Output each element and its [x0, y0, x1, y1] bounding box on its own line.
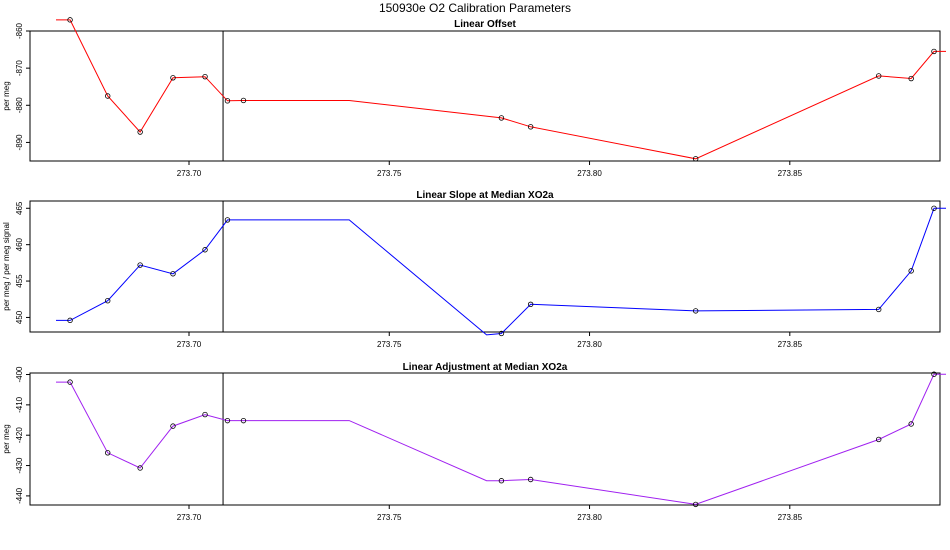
data-point [137, 262, 143, 268]
x-tick-label: 273.75 [377, 513, 402, 522]
data-point [105, 298, 111, 304]
data-point [908, 421, 914, 427]
panels-group: Linear Offset -860 -870 -880 -890 273.70 273.7… [2, 17, 946, 522]
x-tick-label: 273.75 [377, 340, 402, 349]
panel-offset: Linear Offset -860 -870 -880 -890 273.70 273.7… [2, 17, 946, 178]
data-point [931, 48, 937, 55]
x-tick-label: 273.80 [577, 169, 602, 178]
data-point [224, 217, 231, 223]
panel-adjustment: Linear Adjustment at Median XO2a -400 -410… [2, 362, 946, 522]
data-point [931, 205, 937, 211]
data-point [240, 417, 247, 424]
data-point [105, 450, 111, 456]
panel-slope: Linear Slope at Median XO2a 450 455 460 465 2… [2, 190, 946, 349]
data-point [498, 478, 505, 484]
data-point [876, 73, 882, 79]
data-point [137, 465, 143, 471]
data-point [67, 379, 73, 385]
x-tick-label: 273.85 [778, 513, 803, 522]
y-tick-label: -860 [15, 22, 24, 39]
panel-title: Linear Adjustment at Median XO2a [403, 362, 568, 373]
y-tick-label: -420 [15, 427, 24, 444]
y-tick-label: 465 [15, 201, 24, 215]
data-point [224, 417, 231, 424]
data-point [170, 271, 176, 277]
x-tick-label: 273.70 [177, 340, 202, 349]
data-point [170, 423, 176, 429]
plot-frame [29, 200, 941, 333]
y-tick-label: -410 [15, 396, 24, 413]
y-tick-label: 450 [15, 310, 24, 324]
series-line-slope [56, 207, 946, 336]
data-point [527, 124, 534, 130]
data-point [876, 436, 882, 443]
series-line-offset [56, 19, 946, 160]
plot-frame [29, 30, 941, 162]
data-point [240, 97, 247, 104]
x-tick-label: 273.85 [778, 340, 803, 349]
data-point [527, 476, 534, 483]
x-tick-label: 273.75 [377, 169, 402, 178]
panel-title: Linear Slope at Median XO2a [416, 190, 554, 201]
y-axis-label: per meg [2, 81, 11, 110]
data-point [876, 306, 882, 313]
series-line-adjustment [56, 373, 946, 505]
data-point [908, 268, 914, 274]
y-tick-label: -400 [15, 366, 24, 383]
data-point [931, 371, 937, 377]
y-axis-label: per meg [2, 424, 11, 453]
data-point [202, 247, 208, 253]
data-point [202, 73, 208, 80]
y-tick-label: 460 [15, 237, 24, 251]
y-tick-label: -430 [15, 457, 24, 474]
panel-title: Linear Offset [454, 19, 516, 30]
data-point [224, 98, 231, 104]
data-point [908, 75, 914, 82]
y-tick-label: 455 [15, 274, 24, 288]
y-axis-label: per meg / per meg signal [2, 222, 11, 311]
data-point [692, 156, 699, 162]
data-point [527, 301, 534, 308]
x-tick-label: 273.70 [177, 513, 202, 522]
plot-frame [29, 372, 941, 506]
data-point [692, 501, 699, 508]
x-tick-label: 273.85 [778, 169, 803, 178]
data-point [498, 330, 505, 337]
y-tick-label: -890 [15, 134, 24, 151]
y-tick-label: -870 [15, 60, 24, 77]
data-point [202, 411, 208, 418]
data-point [67, 17, 73, 23]
data-point [692, 308, 699, 314]
data-point [137, 129, 143, 135]
x-tick-label: 273.80 [577, 513, 602, 522]
x-tick-label: 273.70 [177, 169, 202, 178]
y-tick-label: -880 [15, 97, 24, 114]
data-point [67, 317, 73, 324]
data-point [498, 115, 505, 121]
data-point [105, 93, 111, 99]
data-point [170, 75, 176, 81]
y-tick-label: -440 [15, 487, 24, 504]
x-tick-label: 273.80 [577, 340, 602, 349]
figure-title: 150930e O2 Calibration Parameters [379, 1, 571, 15]
